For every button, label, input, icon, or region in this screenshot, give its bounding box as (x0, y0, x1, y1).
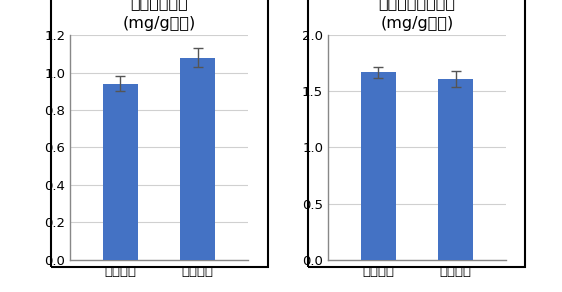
Title: エルゴチオネイン
(mg/g乾重): エルゴチオネイン (mg/g乾重) (378, 0, 455, 31)
Bar (438, 79, 473, 260)
Bar (361, 72, 396, 260)
Bar (180, 58, 215, 260)
Bar (103, 84, 138, 260)
Title: エリタデニン
(mg/g乾重): エリタデニン (mg/g乾重) (123, 0, 196, 31)
